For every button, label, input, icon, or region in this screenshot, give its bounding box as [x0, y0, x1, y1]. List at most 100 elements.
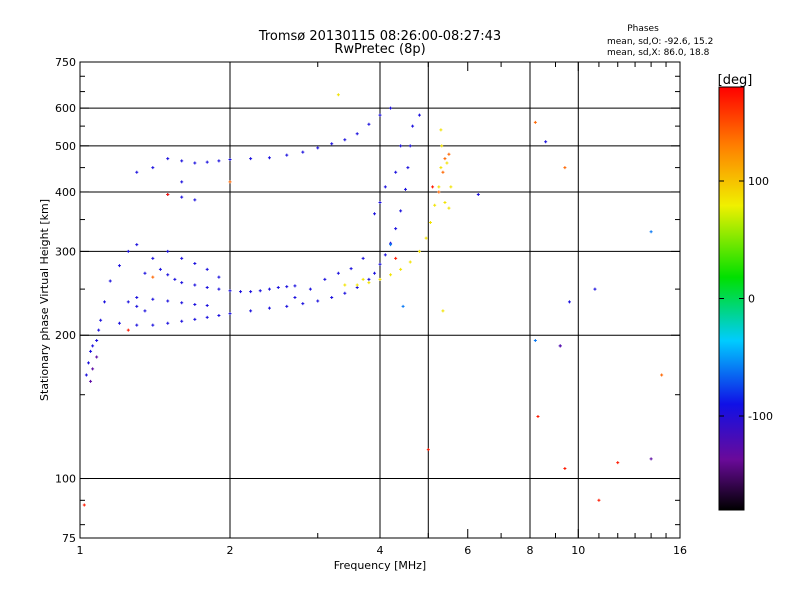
data-point	[406, 166, 410, 170]
data-point	[367, 277, 371, 281]
data-point	[180, 256, 184, 260]
data-point	[293, 296, 297, 300]
data-point	[217, 314, 221, 318]
data-point	[343, 291, 347, 295]
data-point	[439, 166, 443, 170]
data-point	[151, 275, 155, 279]
data-point	[367, 122, 371, 126]
data-point	[91, 344, 95, 348]
data-point	[158, 267, 162, 271]
data-point	[355, 283, 359, 287]
colorbar-tick-label: 0	[748, 293, 755, 306]
data-point	[355, 132, 359, 136]
y-tick-label: 600	[55, 102, 76, 115]
data-point	[558, 344, 562, 348]
data-point	[249, 157, 253, 161]
y-tick-label: 200	[55, 329, 76, 342]
data-point	[437, 185, 441, 189]
data-point	[343, 138, 347, 142]
data-point	[285, 285, 289, 289]
data-point	[361, 277, 365, 281]
data-point	[267, 156, 271, 160]
data-point	[151, 323, 155, 327]
data-point	[408, 260, 412, 264]
data-point	[293, 284, 297, 288]
data-point	[433, 203, 437, 207]
data-point	[173, 277, 177, 281]
data-point	[437, 190, 441, 194]
data-point	[267, 306, 271, 310]
data-point	[205, 315, 209, 319]
data-point	[249, 309, 253, 313]
data-point	[394, 227, 398, 231]
data-point	[649, 457, 653, 461]
data-point	[316, 299, 320, 303]
y-tick-label: 75	[62, 532, 76, 545]
data-point	[135, 296, 139, 300]
chart-title: Tromsø 20130115 08:26:00-08:27:43	[258, 29, 501, 44]
data-point	[378, 113, 382, 117]
x-tick-label: 6	[464, 544, 471, 557]
data-point	[193, 303, 197, 307]
data-point	[343, 283, 347, 287]
data-point	[439, 128, 443, 132]
data-point	[533, 120, 537, 124]
y-tick-label: 100	[55, 473, 76, 486]
data-point	[180, 195, 184, 199]
x-axis: 1 2 4 6 8 10 16	[77, 62, 687, 557]
data-point	[205, 160, 209, 164]
y-tick-label: 750	[55, 56, 76, 69]
data-point	[389, 243, 393, 247]
phase-stats-x: mean, sd,X: 86.0, 18.8	[607, 48, 710, 58]
data-point	[378, 277, 382, 281]
data-point	[428, 221, 432, 225]
data-point	[117, 264, 121, 268]
data-point	[373, 212, 377, 216]
data-point	[533, 338, 537, 342]
data-point	[276, 285, 280, 289]
data-point	[143, 271, 147, 275]
data-point	[301, 302, 305, 306]
x-tick-label: 2	[227, 544, 234, 557]
data-point	[378, 262, 382, 266]
data-point	[378, 201, 382, 205]
data-point	[166, 321, 170, 325]
data-point	[193, 317, 197, 321]
data-point	[445, 161, 449, 165]
data-point	[180, 319, 184, 323]
data-point	[308, 287, 312, 291]
data-point	[441, 309, 445, 313]
data-point	[228, 157, 232, 161]
data-point	[117, 321, 121, 325]
data-point	[95, 338, 99, 342]
data-point	[411, 124, 415, 128]
data-point	[373, 271, 377, 275]
data-point	[249, 290, 253, 294]
data-point	[567, 300, 571, 304]
data-point	[166, 299, 170, 303]
x-tick-label: 1	[77, 544, 84, 557]
data-point	[99, 318, 103, 322]
data-point	[323, 277, 327, 281]
data-point	[449, 185, 453, 189]
data-point	[316, 146, 320, 150]
data-point	[408, 144, 412, 148]
data-point	[361, 256, 365, 260]
data-point	[217, 275, 221, 279]
colorbar-label: [deg]	[718, 73, 753, 88]
data-point	[441, 170, 445, 174]
data-point	[431, 185, 435, 189]
data-point	[399, 144, 403, 148]
data-point	[536, 414, 540, 418]
data-point	[649, 230, 653, 234]
data-point	[135, 323, 139, 327]
data-point	[447, 206, 451, 210]
data-point	[301, 150, 305, 154]
colorbar-tick-label: -100	[748, 410, 773, 423]
data-point	[180, 180, 184, 184]
data-point	[193, 261, 197, 265]
phase-stats-title: Phases	[627, 24, 659, 34]
data-point	[151, 297, 155, 301]
data-point	[389, 273, 393, 277]
